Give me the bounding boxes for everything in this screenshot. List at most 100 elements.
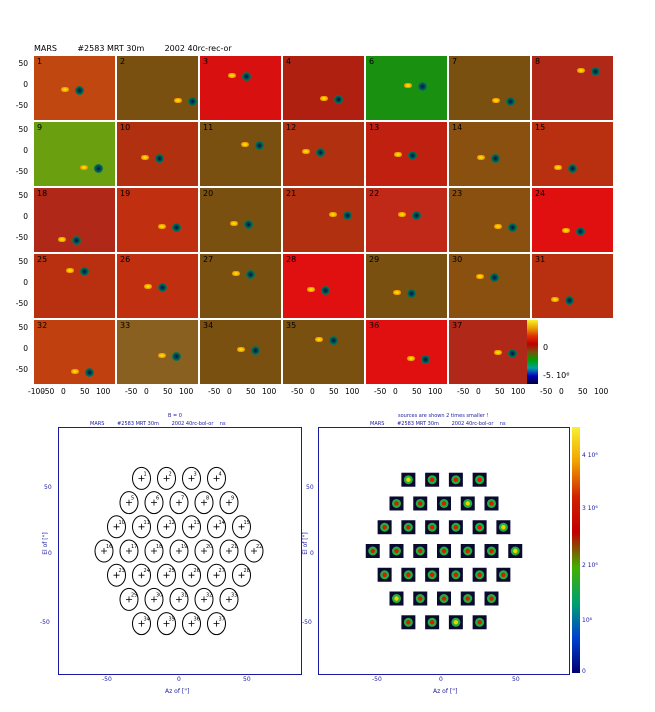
beam-ellipse bbox=[169, 539, 189, 563]
source-core bbox=[477, 477, 482, 482]
cold-spot bbox=[315, 147, 325, 157]
beam-cross bbox=[163, 572, 170, 579]
panel-number: 26 bbox=[120, 255, 131, 264]
left-plot-frame bbox=[58, 427, 302, 675]
hot-spot bbox=[228, 73, 237, 79]
cold-spot bbox=[418, 81, 428, 91]
grid-ytick: 50 bbox=[18, 59, 28, 68]
beam-ellipse bbox=[207, 563, 226, 587]
right-ytick: 0 bbox=[310, 550, 314, 557]
right-colorbar-tick: 4 10⁶ bbox=[582, 452, 598, 459]
hot-spot bbox=[477, 155, 486, 161]
source-core bbox=[418, 596, 423, 601]
beam-label: 6 bbox=[156, 496, 159, 502]
cold-spot bbox=[250, 345, 260, 355]
beam-cross bbox=[226, 596, 232, 603]
panel-number: 22 bbox=[369, 189, 380, 198]
cold-spot bbox=[321, 286, 331, 296]
source-core bbox=[477, 572, 482, 577]
beam-map-panel: 34 bbox=[200, 320, 281, 384]
beam-label: 7 bbox=[181, 496, 184, 502]
beam-cross bbox=[176, 548, 182, 554]
grid-xtick: 50 bbox=[246, 387, 256, 396]
hot-spot bbox=[143, 284, 152, 289]
beam-cross bbox=[138, 572, 145, 579]
hot-spot bbox=[406, 356, 415, 362]
right-ytick: 50 bbox=[306, 484, 314, 491]
source-core bbox=[501, 572, 506, 577]
beam-map-panel: 3 bbox=[200, 56, 281, 120]
source-core bbox=[429, 477, 435, 482]
beam-cross bbox=[201, 596, 207, 603]
hot-spot bbox=[230, 221, 239, 227]
beam-map-panel: 29 bbox=[366, 254, 447, 318]
right-xlabel: Az of ["] bbox=[433, 688, 458, 695]
hot-spot bbox=[307, 287, 316, 293]
source-core bbox=[477, 620, 482, 625]
grid-xtick: 0 bbox=[559, 387, 564, 396]
beam-map-panel: 31 bbox=[532, 254, 613, 318]
beam-map-panel: 15 bbox=[532, 122, 613, 186]
source-core bbox=[453, 572, 459, 577]
beam-ellipse bbox=[144, 587, 164, 611]
hot-spot bbox=[392, 290, 401, 296]
grid-xtick: -50 bbox=[125, 387, 138, 396]
panel-number: 37 bbox=[452, 321, 463, 330]
beam-cross bbox=[113, 572, 120, 579]
beam-cross bbox=[213, 620, 220, 627]
beam-cross bbox=[151, 548, 157, 554]
beam-ellipse bbox=[169, 587, 189, 611]
beam-label: 22 bbox=[256, 544, 262, 550]
right-subtitle: MARS #2583 MRT 30m 2002 40rc-bol-or ns bbox=[370, 421, 506, 427]
beam-ellipse bbox=[207, 612, 226, 636]
source-core bbox=[429, 620, 435, 625]
hot-spot bbox=[58, 237, 67, 243]
grid-ytick: -50 bbox=[15, 233, 28, 242]
beam-cross bbox=[163, 523, 170, 530]
grid-ytick: -50 bbox=[15, 365, 28, 374]
beam-map-panel: 30 bbox=[449, 254, 530, 318]
grid-xtick: 100 bbox=[345, 387, 360, 396]
panel-number: 30 bbox=[452, 255, 463, 264]
beam-cross bbox=[126, 548, 132, 554]
beam-map-panel: 10 bbox=[117, 122, 198, 186]
panel-number: 24 bbox=[535, 189, 546, 198]
beam-map-panel: 23 bbox=[449, 188, 530, 252]
source-core bbox=[489, 501, 494, 506]
beam-map-panel: 32 bbox=[34, 320, 115, 384]
cold-spot bbox=[80, 267, 90, 276]
hot-spot bbox=[60, 87, 69, 93]
cold-spot bbox=[564, 295, 574, 305]
right-plot-frame bbox=[318, 427, 570, 675]
beam-map-panel: 8 bbox=[532, 56, 613, 120]
cold-spot bbox=[507, 223, 517, 233]
hot-spot bbox=[553, 164, 562, 170]
panel-number: 20 bbox=[203, 189, 214, 198]
grid-ytick: 50 bbox=[18, 257, 28, 266]
left-ytick: -50 bbox=[40, 619, 50, 626]
hot-spot bbox=[398, 211, 407, 217]
hot-spot bbox=[157, 353, 166, 359]
figure-title: MARS #2583 MRT 30m 2002 40rc-rec-or bbox=[34, 44, 232, 53]
beam-cross bbox=[201, 499, 207, 506]
beam-map-panel: 7 bbox=[449, 56, 530, 120]
panel-number: 25 bbox=[37, 255, 48, 264]
beam-cross bbox=[101, 548, 107, 554]
beam-map-panel: 12 bbox=[283, 122, 364, 186]
beam-cross bbox=[151, 499, 157, 506]
panel-number: 33 bbox=[120, 321, 131, 330]
hot-spot bbox=[404, 82, 413, 88]
hot-spot bbox=[329, 211, 338, 217]
left-subtitle: MARS #2583 MRT 30m 2002 40rc-bol-or ns bbox=[90, 421, 226, 427]
beam-map-panel: 19 bbox=[117, 188, 198, 252]
grid-xtick: 50 bbox=[163, 387, 173, 396]
source-core bbox=[382, 572, 387, 577]
beam-label: 16 bbox=[106, 544, 112, 550]
panel-number: 7 bbox=[452, 57, 458, 66]
panel-number: 10 bbox=[120, 123, 131, 132]
cold-spot bbox=[72, 236, 82, 246]
panel-number: 19 bbox=[120, 189, 131, 198]
source-core bbox=[382, 525, 387, 530]
beam-ellipse bbox=[169, 491, 189, 515]
panel-number: 12 bbox=[286, 123, 297, 132]
